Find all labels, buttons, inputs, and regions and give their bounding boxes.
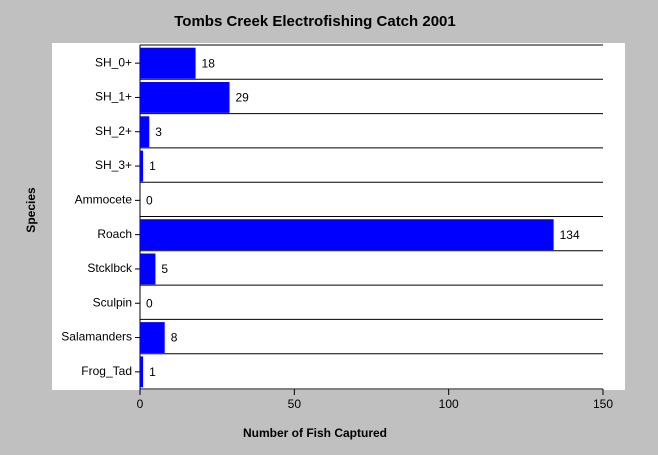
y-tick-label: Stcklbck	[87, 261, 133, 275]
value-label: 1	[149, 365, 156, 379]
y-tick-label: Roach	[97, 227, 132, 241]
y-tick-label: SH_2+	[95, 124, 132, 138]
value-label: 3	[155, 125, 162, 139]
bar	[140, 47, 196, 79]
y-axis-label: Species	[24, 187, 38, 233]
y-tick-label: SH_1+	[95, 90, 132, 104]
x-axis-label: Number of Fish Captured	[243, 426, 387, 440]
value-label: 0	[146, 194, 153, 208]
value-label: 29	[236, 91, 250, 105]
y-tick-label: Ammocete	[75, 193, 133, 207]
bar	[140, 322, 165, 353]
y-tick-label: SH_3+	[95, 158, 132, 172]
value-label: 134	[560, 228, 580, 242]
bar	[140, 116, 150, 148]
bar	[140, 82, 230, 113]
y-tick-label: Salamanders	[61, 330, 132, 344]
x-tick-label: 100	[439, 397, 459, 411]
x-tick-label: 150	[593, 397, 613, 411]
bar	[140, 356, 144, 388]
y-tick-label: Sculpin	[93, 295, 132, 309]
bar	[140, 219, 554, 251]
x-tick-label: 50	[288, 397, 302, 411]
value-label: 18	[202, 56, 216, 70]
bar	[140, 253, 156, 285]
chart-title: Tombs Creek Electrofishing Catch 2001	[174, 13, 455, 30]
bar	[140, 150, 144, 182]
value-label: 8	[171, 331, 178, 345]
value-label: 5	[161, 262, 168, 276]
value-label: 1	[149, 159, 156, 173]
x-tick-label: 0	[137, 397, 144, 411]
value-label: 0	[146, 296, 153, 310]
y-tick-label: SH_0+	[95, 55, 132, 69]
y-tick-label: Frog_Tad	[81, 364, 132, 378]
